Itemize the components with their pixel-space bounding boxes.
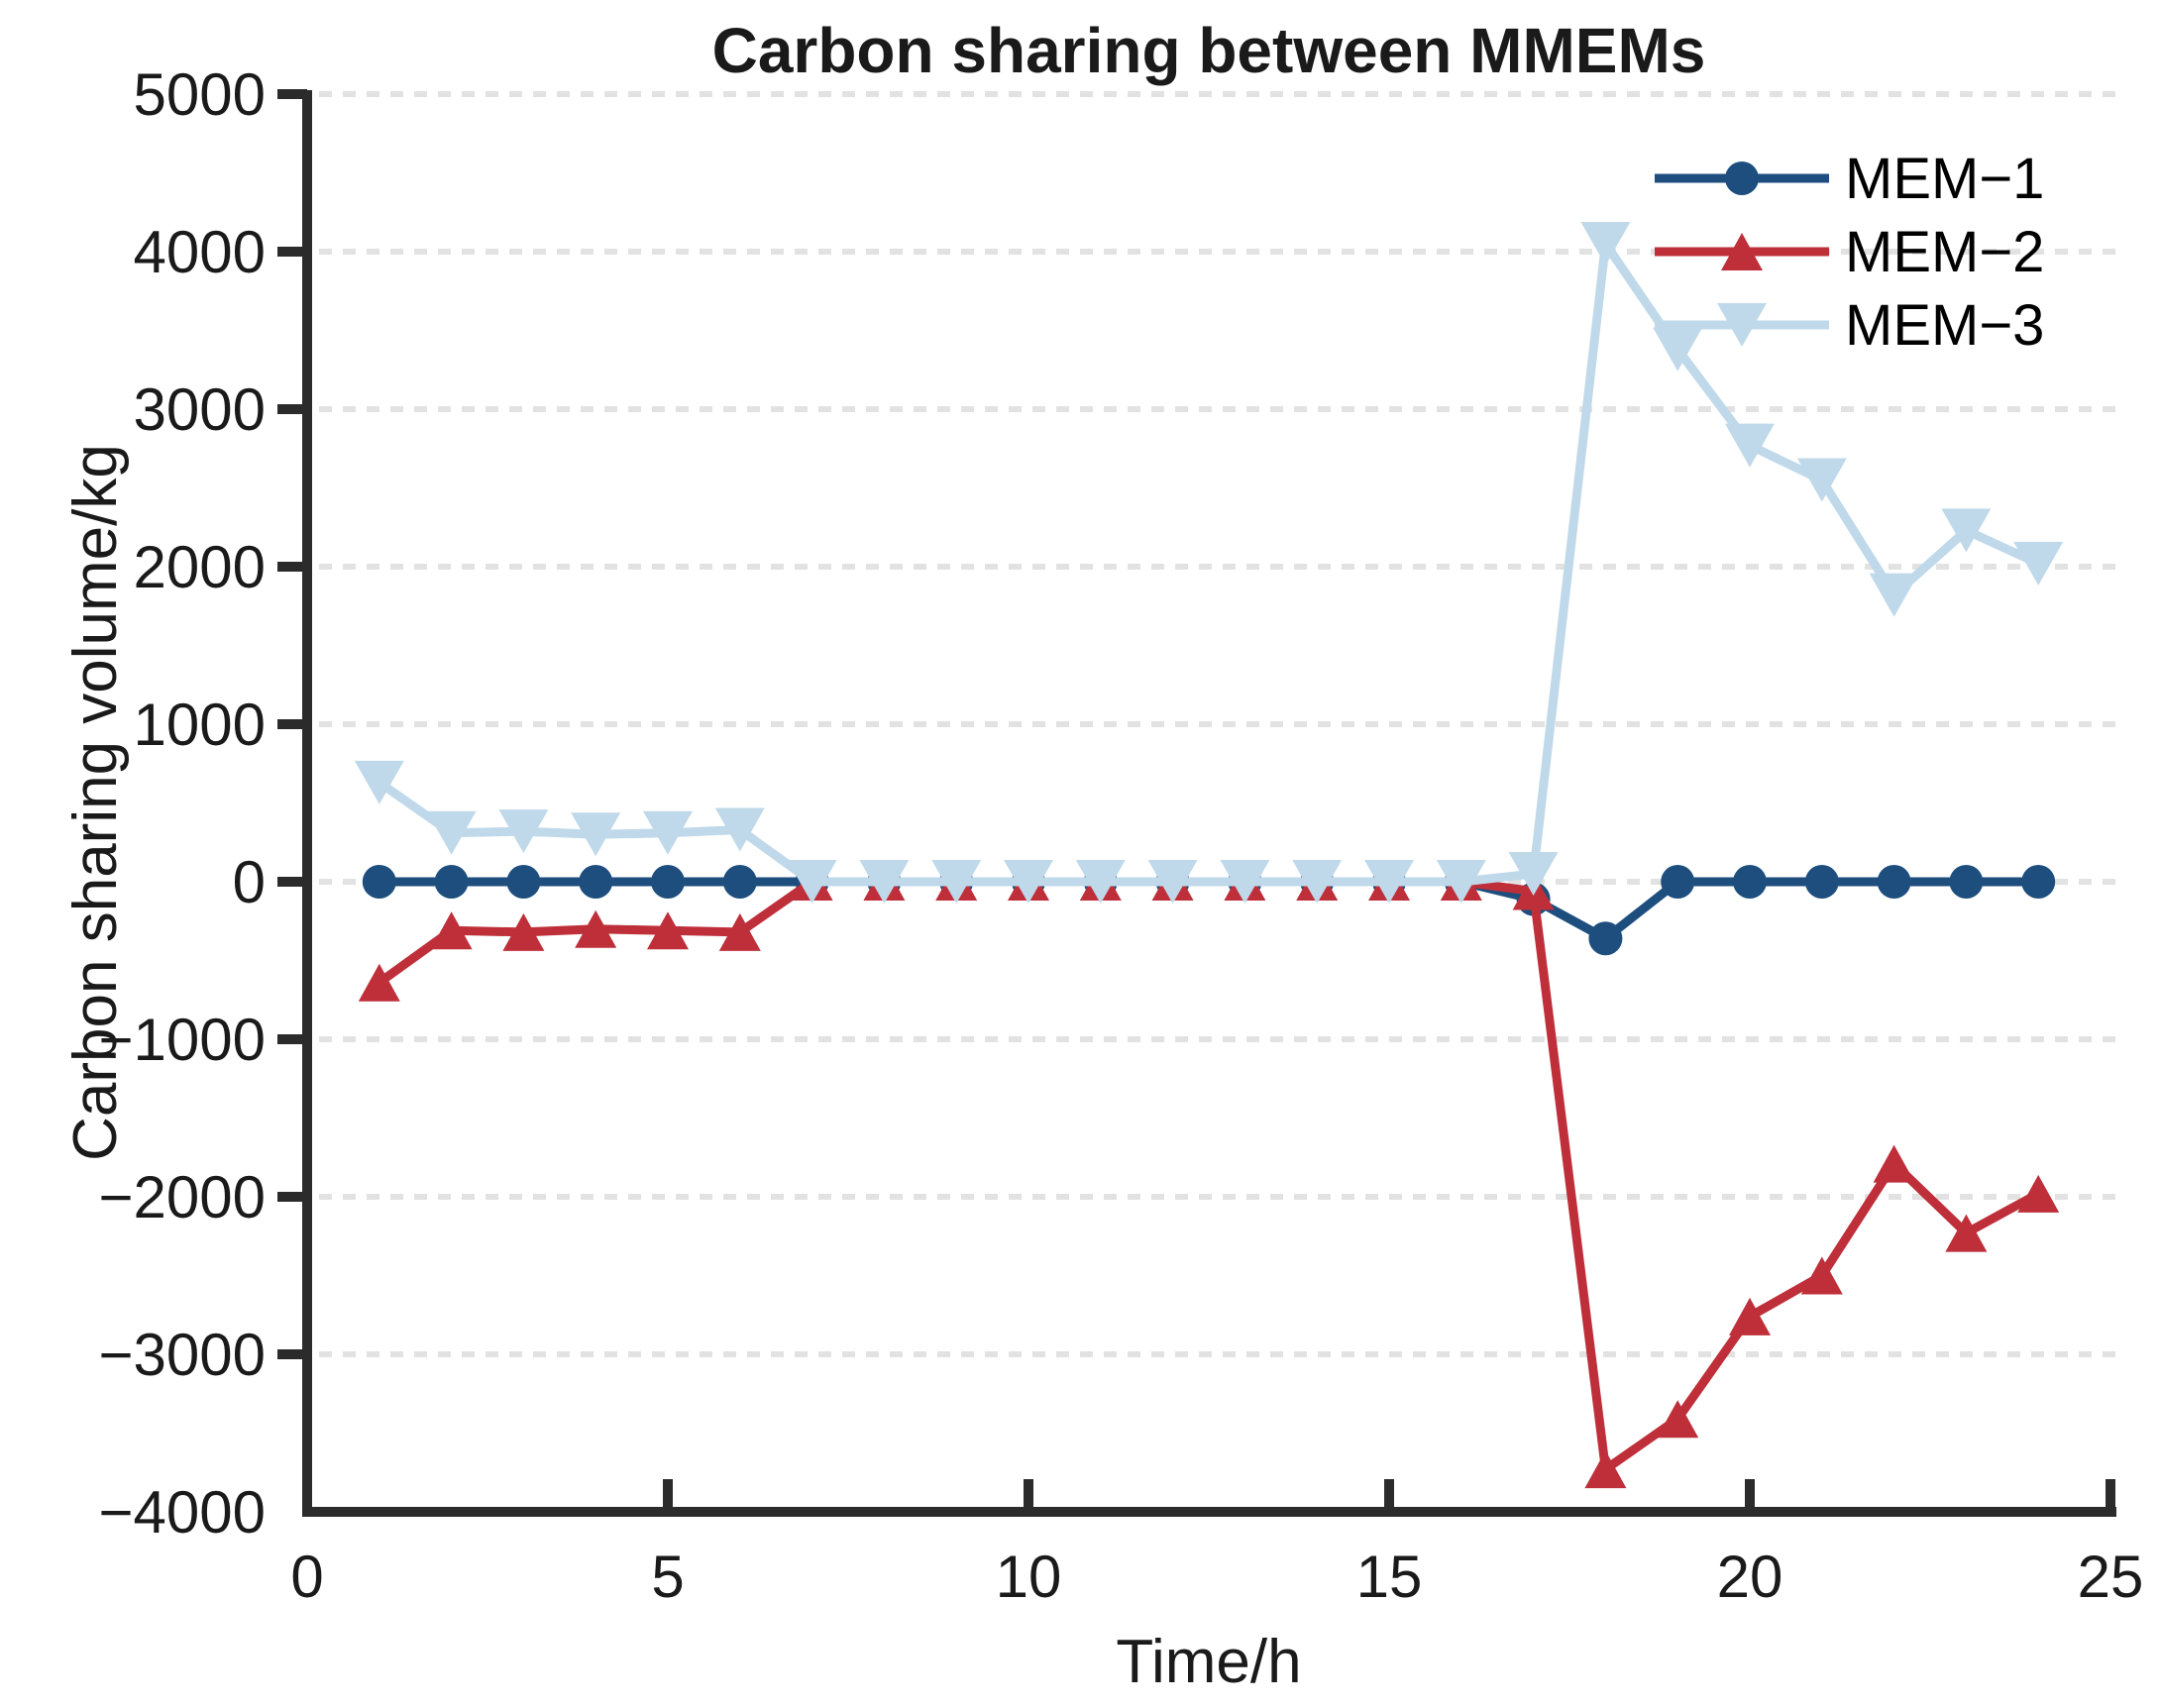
series-marker-3	[1220, 860, 1270, 904]
series-marker-1	[1949, 865, 1984, 899]
x-tick-label: 20	[1717, 1544, 1783, 1610]
series-marker-1	[1661, 865, 1695, 899]
legend-item-3: MEM−3	[1653, 292, 2045, 358]
legend-marker-1	[1725, 161, 1759, 195]
series-marker-1	[1804, 865, 1839, 899]
series-marker-3	[1292, 860, 1343, 904]
series-marker-3	[1508, 852, 1559, 897]
y-tick-label: −4000	[98, 1479, 266, 1546]
series-marker-3	[643, 810, 693, 855]
series-marker-1	[506, 865, 541, 899]
series-marker-3	[1653, 327, 1703, 372]
series-marker-2	[718, 912, 761, 951]
series-marker-3	[1869, 573, 1919, 617]
series-marker-2	[1657, 1400, 1699, 1439]
legend-label-3: MEM−3	[1845, 292, 2045, 358]
y-tick-label: 2000	[134, 534, 266, 600]
series-marker-1	[1588, 921, 1623, 956]
series-marker-3	[859, 860, 910, 904]
legend: MEM−1 MEM−2 MEM−3	[1653, 146, 2045, 358]
series-marker-3	[787, 860, 837, 904]
series-line-2	[377, 877, 2041, 1474]
legend-marker-2	[1721, 233, 1763, 270]
series-marker-2	[1729, 1297, 1771, 1335]
series-marker-3	[1004, 860, 1053, 904]
series-marker-1	[579, 865, 613, 899]
series-marker-3	[1796, 458, 1847, 502]
y-tick-label: 4000	[134, 219, 266, 285]
y-tick-label: 0	[233, 849, 266, 915]
legend-marker-3	[1717, 303, 1767, 347]
chart-title: Carbon sharing between MMEMs	[711, 15, 1706, 86]
y-tick-label: 1000	[134, 692, 266, 758]
series-marker-2	[358, 963, 400, 1002]
x-axis-label: Time/h	[1116, 1628, 1302, 1696]
series-marker-1	[434, 865, 469, 899]
series-marker-2	[502, 912, 545, 951]
series-marker-3	[1436, 860, 1486, 904]
x-tick-label: 5	[651, 1544, 684, 1610]
series-marker-3	[1075, 860, 1126, 904]
series-marker-3	[714, 807, 765, 852]
series-marker-3	[1941, 508, 1992, 553]
series-marker-2	[1873, 1144, 1915, 1183]
y-tick-label: −3000	[98, 1322, 266, 1388]
series-marker-1	[2021, 865, 2056, 899]
x-tick-label: 10	[996, 1544, 1062, 1610]
series-marker-3	[1580, 222, 1631, 267]
legend-sample-3	[1655, 303, 1829, 347]
series-marker-1	[651, 865, 685, 899]
series-marker-3	[1725, 423, 1775, 468]
series-marker-1	[722, 865, 757, 899]
legend-label-2: MEM−2	[1845, 219, 2045, 284]
series-marker-2	[2017, 1174, 2060, 1213]
series-marker-2	[1800, 1256, 1843, 1295]
legend-item-2: MEM−2	[1653, 219, 2045, 284]
series-marker-3	[931, 860, 982, 904]
y-tick-label: −2000	[98, 1164, 266, 1230]
y-tick-label: 5000	[134, 61, 266, 128]
legend-sample-2	[1655, 233, 1829, 270]
series-marker-1	[1877, 865, 1911, 899]
x-tick-label: 25	[2078, 1544, 2144, 1610]
series-marker-2	[647, 911, 689, 950]
legend-label-1: MEM−1	[1845, 146, 2045, 211]
x-tick-label: 0	[290, 1544, 323, 1610]
series-marker-3	[426, 810, 477, 855]
series-marker-2	[575, 909, 617, 948]
series-marker-1	[1733, 865, 1767, 899]
series-marker-3	[2013, 541, 2064, 586]
series-marker-2	[1584, 1450, 1627, 1489]
y-tick-label: −1000	[98, 1007, 266, 1073]
series-marker-2	[1945, 1214, 1988, 1252]
series-marker-3	[498, 809, 549, 854]
legend-sample-1	[1655, 161, 1829, 195]
x-tick-label: 15	[1356, 1544, 1423, 1610]
series-marker-3	[1147, 860, 1198, 904]
series-marker-3	[1364, 860, 1414, 904]
series-marker-3	[571, 812, 621, 857]
y-tick-label: 3000	[134, 376, 266, 443]
series-marker-1	[362, 865, 396, 899]
legend-item-1: MEM−1	[1653, 146, 2045, 211]
series-marker-2	[430, 911, 473, 950]
series-marker-3	[354, 760, 404, 804]
